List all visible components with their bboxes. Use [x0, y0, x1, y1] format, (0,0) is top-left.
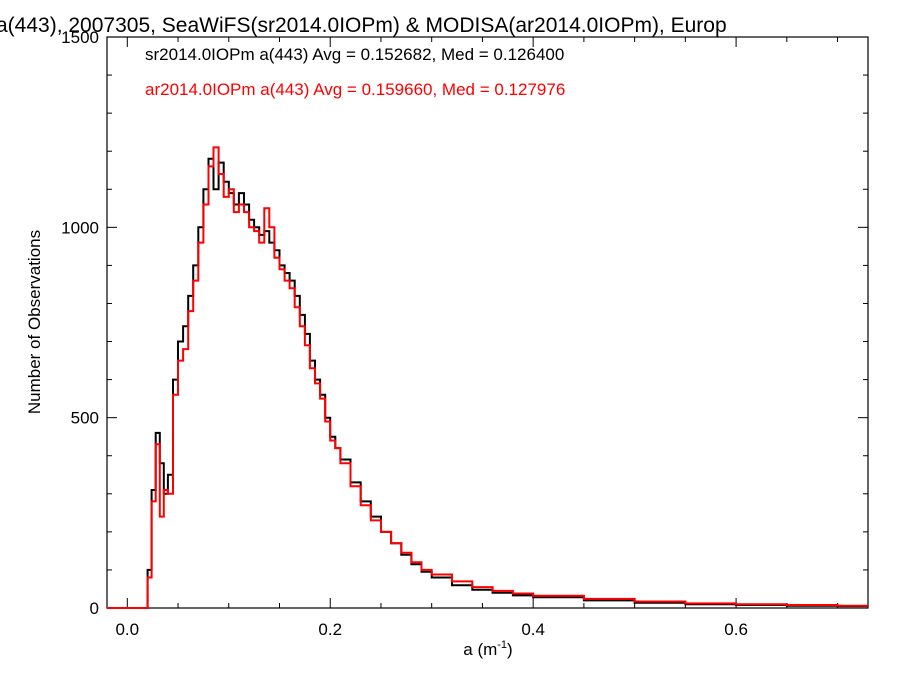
y-tick-label: 500: [71, 409, 99, 428]
y-tick-label: 0: [90, 599, 99, 618]
x-axis-label: a (m-1): [463, 639, 512, 659]
series-line-red: [107, 146, 868, 609]
axis-ticks: [107, 36, 868, 609]
x-tick-label: 0.6: [724, 620, 748, 639]
series-lines: [107, 146, 868, 609]
legend-entry-black: sr2014.0IOPm a(443) Avg = 0.152682, Med …: [145, 45, 564, 64]
plot-frame: [106, 36, 869, 609]
chart-title: a(443), 2007305, SeaWiFS(sr2014.0IOPm) &…: [0, 14, 727, 37]
y-axis-label: Number of Observations: [25, 230, 44, 414]
y-tick-label: 1500: [61, 28, 99, 47]
axis-tick-labels: 0.0 0.2 0.4 0.6 0 500 1000 1500: [61, 28, 748, 639]
x-tick-label: 0.0: [115, 620, 139, 639]
x-tick-label: 0.2: [318, 620, 342, 639]
y-tick-label: 1000: [61, 218, 99, 237]
legend-entry-red: ar2014.0IOPm a(443) Avg = 0.159660, Med …: [145, 80, 565, 99]
series-line-black: [107, 157, 868, 609]
x-tick-label: 0.4: [521, 620, 545, 639]
